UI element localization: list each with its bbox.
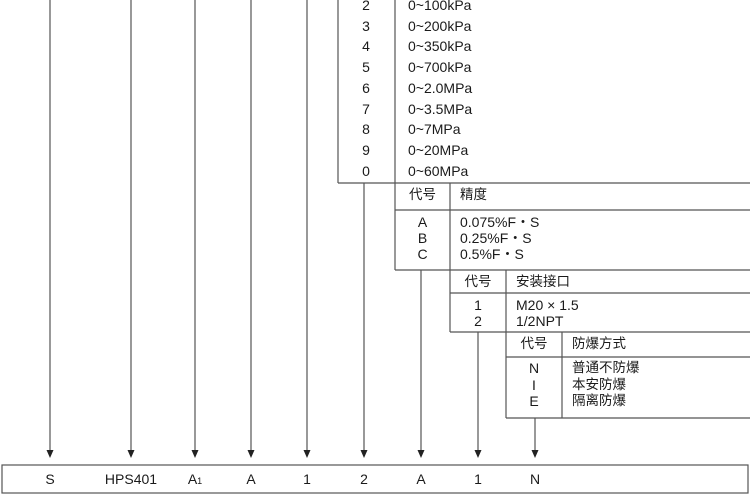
range-code: 3 [362,17,370,34]
range-value: 0~7MPa [408,121,461,138]
range-code: 8 [362,121,370,138]
option-code: E [529,393,539,409]
arrow-down-icon [46,450,54,458]
arrow-down-icon [417,450,425,458]
model-code-subscript: 1 [197,476,203,486]
range-value: 0~100kPa [408,0,472,13]
range-value: 0~350kPa [408,38,472,55]
option-code: 2 [474,313,482,329]
model-code-segment: A [416,471,426,487]
range-value: 0~200kPa [408,17,472,34]
arrow-down-icon [474,450,482,458]
option-value: 隔离防爆 [572,393,626,409]
option-value: M20 × 1.5 [516,297,579,313]
option-value: 1/2NPT [516,313,564,329]
header-code: 代号 [464,274,492,290]
option-code: C [417,246,428,262]
arrow-down-icon [247,450,255,458]
header-name: 安装接口 [516,274,570,290]
header-code: 代号 [409,187,436,203]
range-value: 0~700kPa [408,59,472,76]
range-value: 0~60MPa [408,162,469,179]
option-value: 0.25%F・S [460,230,532,246]
range-value: 0~2.0MPa [408,79,473,96]
model-code-segment: 2 [360,471,368,487]
arrow-down-icon [360,450,368,458]
model-code-segment: 1 [303,471,311,487]
model-code-segment: A1 [175,471,215,489]
range-code: 2 [362,0,370,13]
header-code: 代号 [520,336,548,352]
model-code-segment: HPS401 [104,471,158,487]
model-code-letter: A [187,471,198,487]
option-value: 0.5%F・S [460,246,524,262]
model-code-segment: N [529,471,541,487]
model-code-segment: A [246,471,256,487]
model-code-box [1,464,749,494]
option-code: A [417,214,428,230]
model-code-segment: S [45,471,55,487]
option-code: B [417,230,428,246]
option-code: N [528,360,540,376]
arrow-down-icon [191,450,199,458]
option-code: 1 [474,297,482,313]
range-value: 0~3.5MPa [408,100,473,117]
range-value: 0~20MPa [408,141,469,158]
option-value: 0.075%F・S [460,214,540,230]
range-code: 4 [362,38,370,55]
range-code: 9 [362,141,370,158]
model-code-segment: 1 [474,471,482,487]
range-code: 7 [362,100,370,117]
range-code: 5 [362,59,370,76]
header-name: 精度 [460,187,487,203]
arrow-down-icon [531,450,539,458]
range-code: 0 [362,162,370,179]
arrow-down-icon [127,450,135,458]
arrow-down-icon [303,450,311,458]
option-value: 本安防爆 [572,376,626,393]
option-code: I [532,376,536,393]
range-code: 6 [362,79,370,96]
header-name: 防爆方式 [572,336,626,352]
option-value: 普通不防爆 [572,360,640,376]
